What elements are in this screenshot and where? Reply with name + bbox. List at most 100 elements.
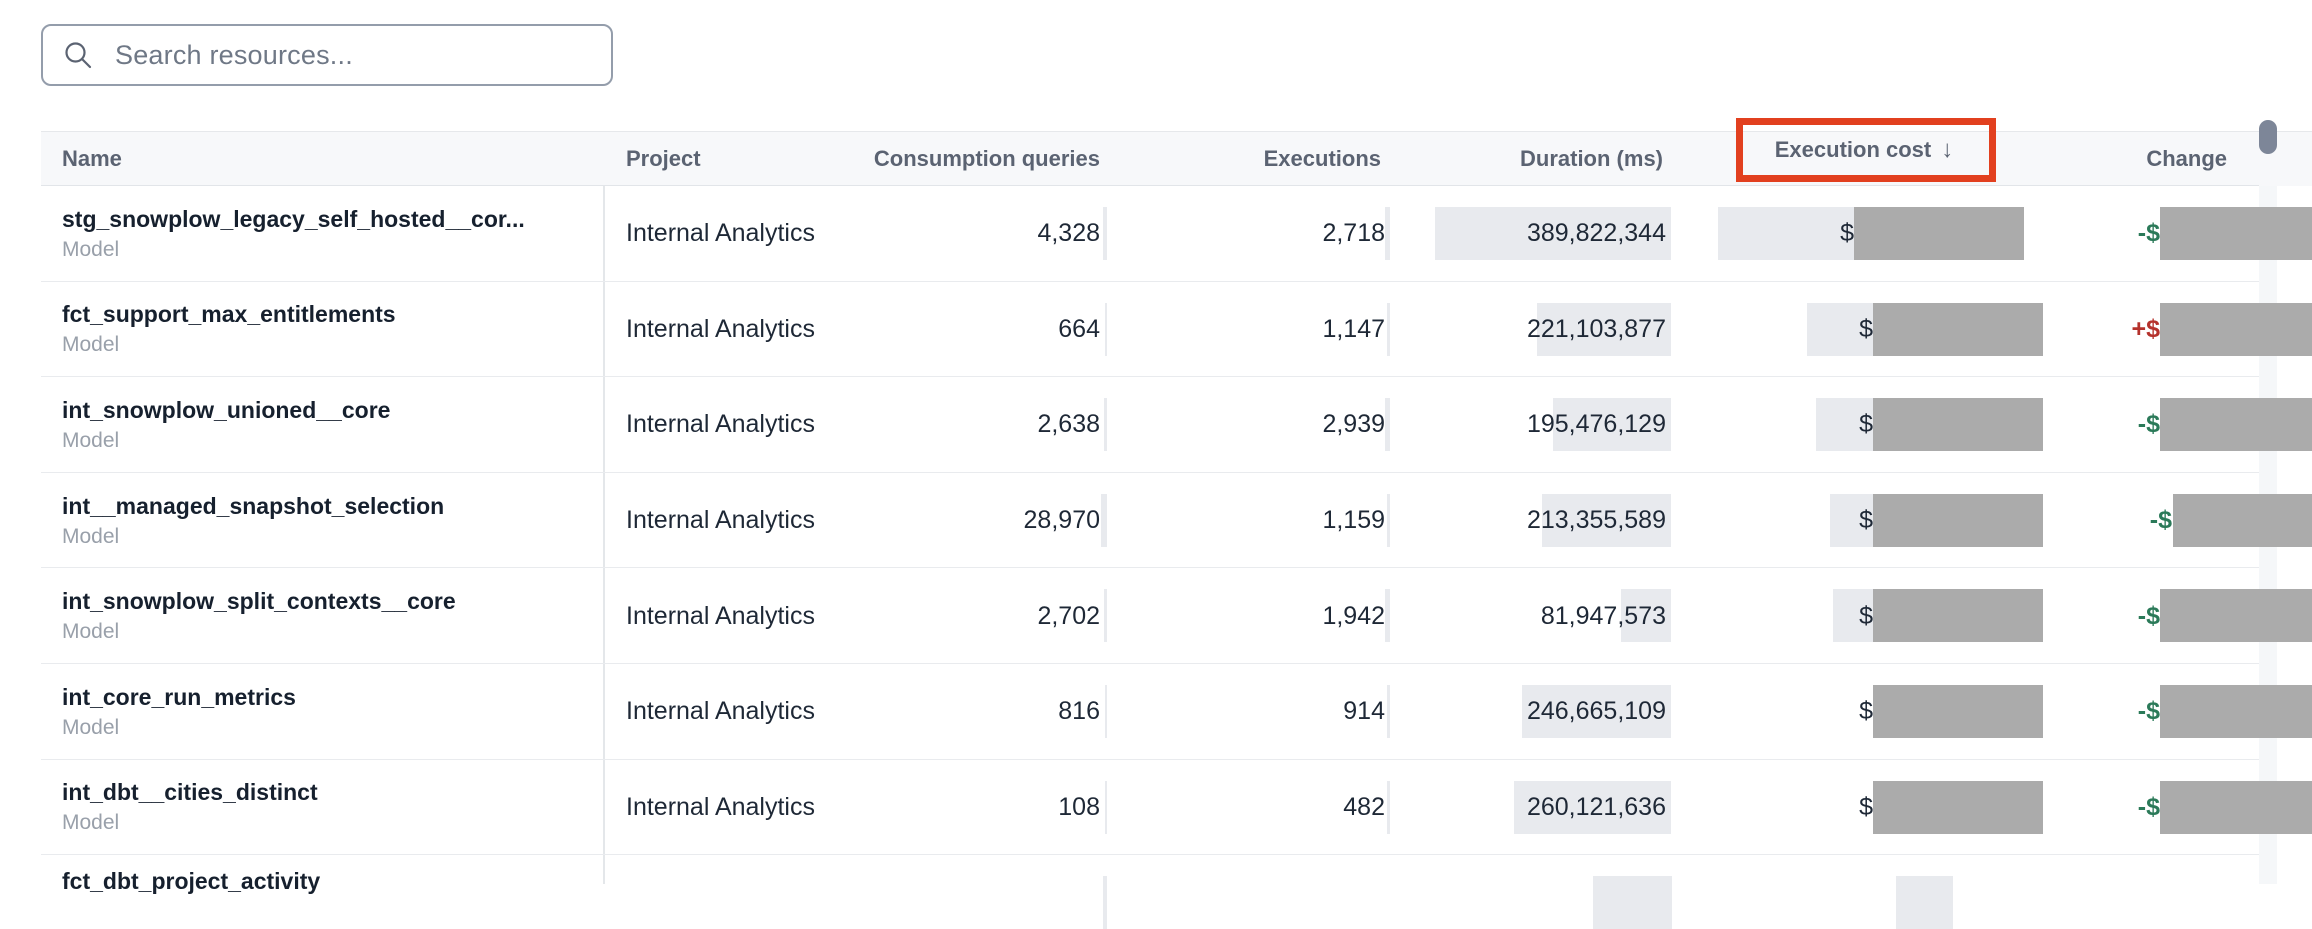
table-row[interactable]: fct_support_max_entitlements Model Inter… (41, 282, 2312, 378)
execution-cost-data-bar (1718, 207, 1854, 260)
table-row[interactable]: int_snowplow_split_contexts__core Model … (41, 568, 2312, 664)
table-body: stg_snowplow_legacy_self_hosted__cor... … (41, 186, 2312, 929)
execution-cost-data-bar (1833, 589, 1873, 643)
header-consumption-queries[interactable]: Consumption queries (873, 146, 1100, 171)
duration-value: 246,665,109 (1526, 697, 1666, 726)
execution-cost-currency: $ (1859, 792, 1873, 821)
execution-cost-redaction-box (1873, 684, 2043, 738)
row-divider (41, 376, 2259, 378)
resource-type: Model (62, 715, 120, 739)
search-placeholder: Search resources... (115, 39, 353, 70)
resource-name[interactable]: fct_dbt_project_activity (62, 868, 321, 895)
duration-data-bar (1621, 589, 1671, 643)
executions-data-bar (1387, 684, 1390, 738)
duration-data-bar (1522, 684, 1671, 738)
execution-cost-currency: $ (1859, 314, 1873, 343)
change-sign: -$ (2137, 697, 2160, 726)
change-sign: -$ (2137, 219, 2160, 248)
resource-name-cell[interactable]: int_snowplow_split_contexts__core Model (62, 568, 602, 664)
duration-data-bar (1553, 398, 1671, 452)
execution-cost-redaction-box (1873, 398, 2043, 452)
resource-name-cell[interactable]: int_dbt__cities_distinct Model (62, 760, 602, 856)
change-redaction-box (2160, 207, 2312, 260)
project-cell: Internal Analytics (626, 219, 815, 248)
executions-value: 2,939 (1322, 410, 1385, 439)
executions-value: 914 (1343, 697, 1385, 726)
header-execution-cost[interactable]: Execution cost (1774, 137, 1932, 162)
resource-name-cell[interactable]: stg_snowplow_legacy_self_hosted__cor... … (62, 186, 602, 282)
duration-data-bar (1537, 302, 1671, 356)
resource-name-cell[interactable]: int__managed_snapshot_selection Model (62, 473, 602, 569)
row-divider (41, 567, 2259, 569)
resource-type: Model (62, 811, 120, 835)
header-name[interactable]: Name (62, 146, 122, 171)
execution-cost-redaction-box (1873, 589, 2043, 643)
executions-data-bar (1387, 780, 1390, 834)
table-row[interactable]: int_dbt__cities_distinct Model Internal … (41, 760, 2312, 856)
change-sign: -$ (2137, 601, 2160, 630)
consumption-data-bar (1101, 493, 1107, 547)
sort-descending-icon[interactable]: ↓ (1941, 136, 1954, 163)
execution-cost-highlight-box: Execution cost ↓ (1736, 118, 1996, 182)
resource-name[interactable]: int_core_run_metrics (62, 683, 296, 710)
executions-value: 482 (1343, 792, 1385, 821)
consumption-queries-value: 816 (1058, 697, 1100, 726)
consumption-data-bar (1105, 302, 1107, 356)
resource-type: Model (62, 333, 120, 357)
resource-name[interactable]: int_snowplow_split_contexts__core (62, 588, 456, 615)
change-redaction-box (2160, 589, 2312, 643)
executions-value: 1,942 (1322, 601, 1385, 630)
resource-name-cell[interactable]: int_snowplow_unioned__core Model (62, 377, 602, 473)
change-redaction-box (2160, 780, 2312, 834)
resource-name[interactable]: int_dbt__cities_distinct (62, 779, 318, 806)
executions-value: 1,147 (1322, 314, 1385, 343)
duration-value: 195,476,129 (1526, 410, 1666, 439)
duration-value: 213,355,589 (1526, 506, 1666, 535)
execution-cost-redaction-box (1873, 493, 2043, 547)
execution-cost-redaction-box (1873, 780, 2043, 834)
duration-value: 260,121,636 (1526, 792, 1666, 821)
resource-type: Model (62, 428, 120, 452)
resource-name-cell[interactable]: fct_support_max_entitlements Model (62, 282, 602, 378)
executions-data-bar (1387, 302, 1390, 356)
resource-name-cell[interactable]: int_core_run_metrics Model (62, 664, 602, 760)
project-cell: Internal Analytics (626, 697, 815, 726)
row-divider (41, 662, 2259, 664)
header-project[interactable]: Project (626, 146, 701, 171)
resource-name[interactable]: fct_support_max_entitlements (62, 301, 396, 328)
table-row[interactable]: int_snowplow_unioned__core Model Interna… (41, 377, 2312, 473)
execution-cost-data-bar (1830, 493, 1873, 547)
table-row[interactable]: int__managed_snapshot_selection Model In… (41, 473, 2312, 569)
header-duration[interactable]: Duration (ms) (1520, 146, 1663, 171)
execution-cost-currency: $ (1859, 601, 1873, 630)
table-row-partial[interactable]: fct_dbt_project_activity (41, 855, 2312, 929)
header-change[interactable]: Change (2146, 146, 2227, 171)
change-sign: -$ (2149, 506, 2172, 535)
duration-value: 81,947,573 (1540, 601, 1666, 630)
change-redaction-box (2173, 493, 2312, 547)
row-divider (41, 280, 2259, 282)
consumption-data-bar (1105, 780, 1107, 834)
resource-name[interactable]: stg_snowplow_legacy_self_hosted__cor... (62, 205, 525, 232)
resource-name[interactable]: int_snowplow_unioned__core (62, 396, 391, 423)
resource-name[interactable]: int__managed_snapshot_selection (62, 492, 445, 519)
change-sign: +$ (2131, 314, 2160, 343)
scrollbar-thumb[interactable] (2259, 120, 2277, 154)
search-input[interactable]: Search resources... (41, 24, 613, 86)
execution-cost-redaction-box (1854, 207, 2024, 260)
consumption-queries-value: 4,328 (1037, 219, 1100, 248)
search-icon (63, 40, 93, 70)
execution-cost-data-bar (1896, 876, 1953, 929)
project-cell: Internal Analytics (626, 601, 815, 630)
executions-data-bar (1385, 398, 1390, 452)
executions-data-bar (1385, 589, 1390, 643)
consumption-queries-value: 664 (1058, 314, 1100, 343)
table-row[interactable]: stg_snowplow_legacy_self_hosted__cor... … (41, 186, 2312, 282)
project-cell: Internal Analytics (626, 314, 815, 343)
table-row[interactable]: int_core_run_metrics Model Internal Anal… (41, 664, 2312, 760)
consumption-queries-value: 2,638 (1037, 410, 1100, 439)
duration-data-bar (1593, 876, 1672, 929)
change-redaction-box (2160, 302, 2312, 356)
executions-data-bar (1387, 493, 1390, 547)
header-executions[interactable]: Executions (1263, 146, 1381, 171)
